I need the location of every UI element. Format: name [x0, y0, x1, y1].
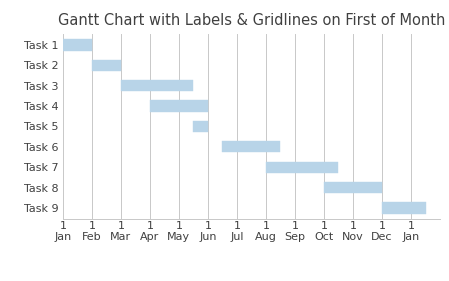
Bar [266, 162, 339, 173]
Bar [92, 60, 121, 71]
Bar [150, 101, 208, 112]
Bar [324, 182, 382, 193]
Bar [121, 80, 194, 91]
Bar [194, 121, 208, 132]
Bar [63, 39, 92, 51]
Bar [222, 141, 281, 152]
Bar [382, 202, 426, 214]
Title: Gantt Chart with Labels & Gridlines on First of Month: Gantt Chart with Labels & Gridlines on F… [58, 13, 445, 28]
